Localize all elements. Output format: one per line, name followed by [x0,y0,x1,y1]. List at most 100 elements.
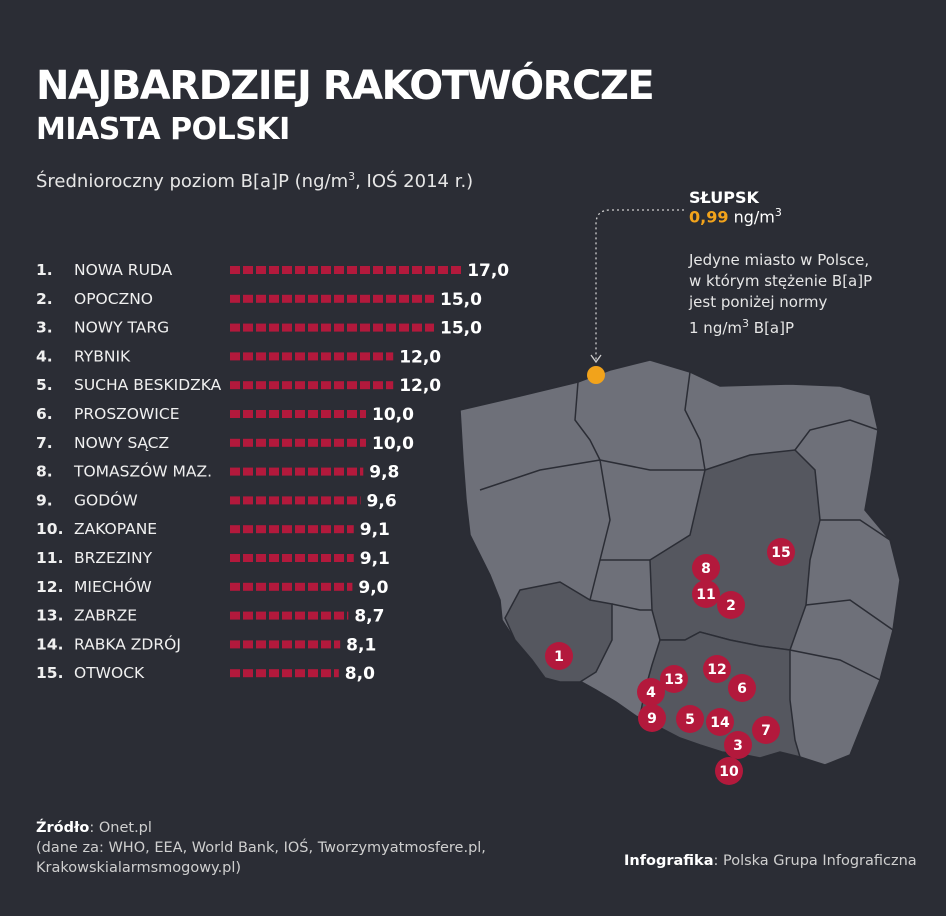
subtitle-sup: 3 [348,170,356,183]
bar-segment [321,525,331,534]
data-label: 15,0 [440,319,482,339]
bar-segment [321,582,331,591]
bar-segment [230,554,240,562]
bar-segment [347,496,357,505]
bar-chart: 1. NOWA RUDA 17,0 2. OPOCZNO 15,0 3. NOWY TARG 1… [36,261,509,684]
bar-segment [360,410,366,418]
bar-segment [399,323,409,332]
bar-segment [282,438,292,447]
bar-segment [295,438,305,447]
category-label: OPOCZNO [74,290,153,308]
bar-segment [321,640,331,649]
city-marker: 9 [638,704,666,732]
bar-segment [243,496,253,505]
bar-segment [308,554,318,562]
marker-circle [545,642,573,670]
chart-title-line2: MIASTA POLSKI [36,112,290,147]
callout-note: Jedyne miasto w Polsce, w którym stężeni… [689,250,929,339]
bar-segment [438,266,448,274]
city-marker: 15 [767,538,795,566]
bar-segment [269,582,279,591]
rank-label: 2. [36,290,53,308]
bar-segment [334,611,344,620]
bar-segment [230,294,240,303]
bar-segment [282,410,292,418]
bar-segment [321,294,331,303]
bar-segment [308,496,318,505]
bar [230,438,366,447]
bar-segment [269,410,279,418]
bar [230,266,461,274]
bar-segment [334,410,344,418]
bar-segment [334,467,344,476]
bar-segment [347,611,349,620]
bar-segment [308,323,318,332]
bar-segment [269,294,279,303]
marker-label: 3 [733,738,743,754]
credit-colon: : [713,853,723,869]
bar-segment [308,669,318,678]
bar-segment [334,266,344,274]
bar-segment [321,669,331,678]
category-label: MIECHÓW [74,577,152,596]
bar-segment [269,640,279,649]
bar [230,294,434,303]
bar-segment [295,611,305,620]
bar-segment [269,266,279,274]
bar-segment [295,496,305,505]
bar-segment [230,582,240,591]
data-label: 8,0 [345,664,375,684]
bar-segment [282,525,292,534]
bar [230,525,354,534]
data-label: 10,0 [372,405,414,425]
bar [230,496,361,505]
bar-segment [425,266,435,274]
bar-segment [282,582,292,591]
city-marker: 11 [692,580,720,608]
bar-segment [269,323,279,332]
bar-segment [230,496,240,505]
bar-segment [334,352,344,361]
credit-note: Infografika: Polska Grupa Infograficzna [624,853,917,869]
slupsk-marker [587,366,605,384]
chart-title: NAJBARDZIEJ RAKOTWÓRCZE [36,63,655,109]
bar-segment [256,669,266,678]
bar-segment [256,525,266,534]
city-marker: 7 [752,716,780,744]
city-marker: 6 [728,674,756,702]
source-label: Źródło [36,820,90,836]
bar-segment [269,669,279,678]
bar-segment [243,554,253,562]
bar-segment [308,438,318,447]
bar-segment [321,352,331,361]
bar-segment [308,640,318,649]
bar-segment [295,381,305,390]
bar-segment [269,525,279,534]
bar-segment [295,640,305,649]
marker-label: 15 [771,545,790,561]
subtitle-suffix: , IOŚ 2014 r.) [355,171,474,192]
bar-segment [269,438,279,447]
rank-label: 5. [36,376,53,394]
bar-segment [269,554,279,562]
bar-segment [230,611,240,620]
bar-segment [360,438,366,447]
category-label: NOWY SĄCZ [74,434,169,452]
bar-segment [243,467,253,476]
bar-segment [308,294,318,303]
voivodeship-borders [479,371,894,681]
bar-segment [412,266,422,274]
marker-label: 5 [685,712,695,728]
bar-segment [256,467,266,476]
bar-segment [230,352,240,361]
marker-circle [637,678,665,706]
bar-segment [347,266,357,274]
bar-segment [243,410,253,418]
data-label: 9,8 [369,463,399,483]
bar-segment [399,266,409,274]
bar-segment [230,525,240,534]
bar-segment [243,381,253,390]
bar-segment [230,640,240,649]
bar-segment [347,381,357,390]
bar-segment [399,294,409,303]
